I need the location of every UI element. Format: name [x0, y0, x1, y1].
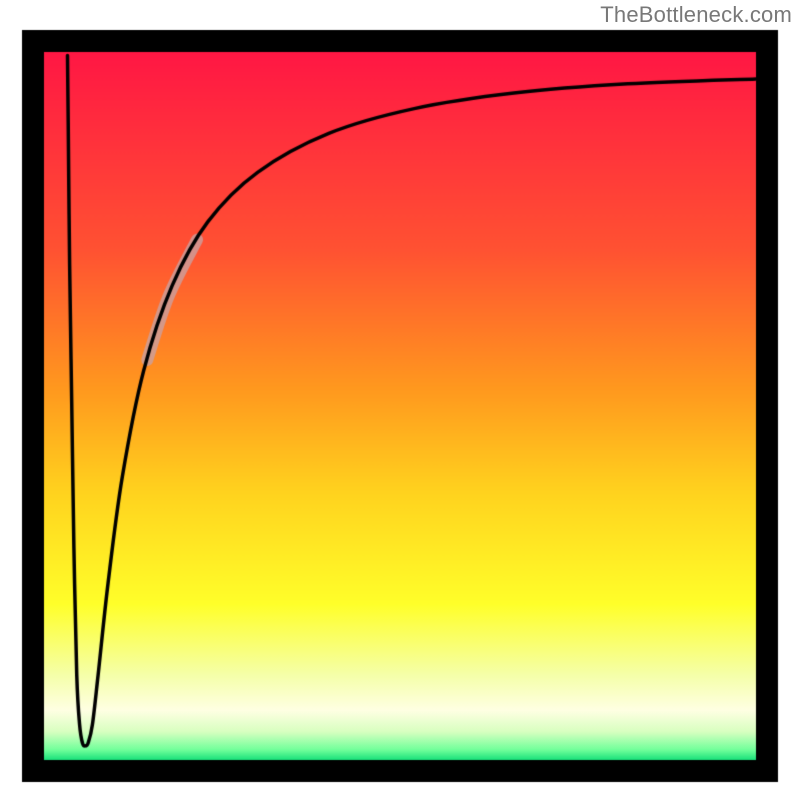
- watermark-text: TheBottleneck.com: [600, 2, 792, 28]
- bottleneck-curve-layer: [0, 0, 800, 800]
- chart-stage: TheBottleneck.com: [0, 0, 800, 800]
